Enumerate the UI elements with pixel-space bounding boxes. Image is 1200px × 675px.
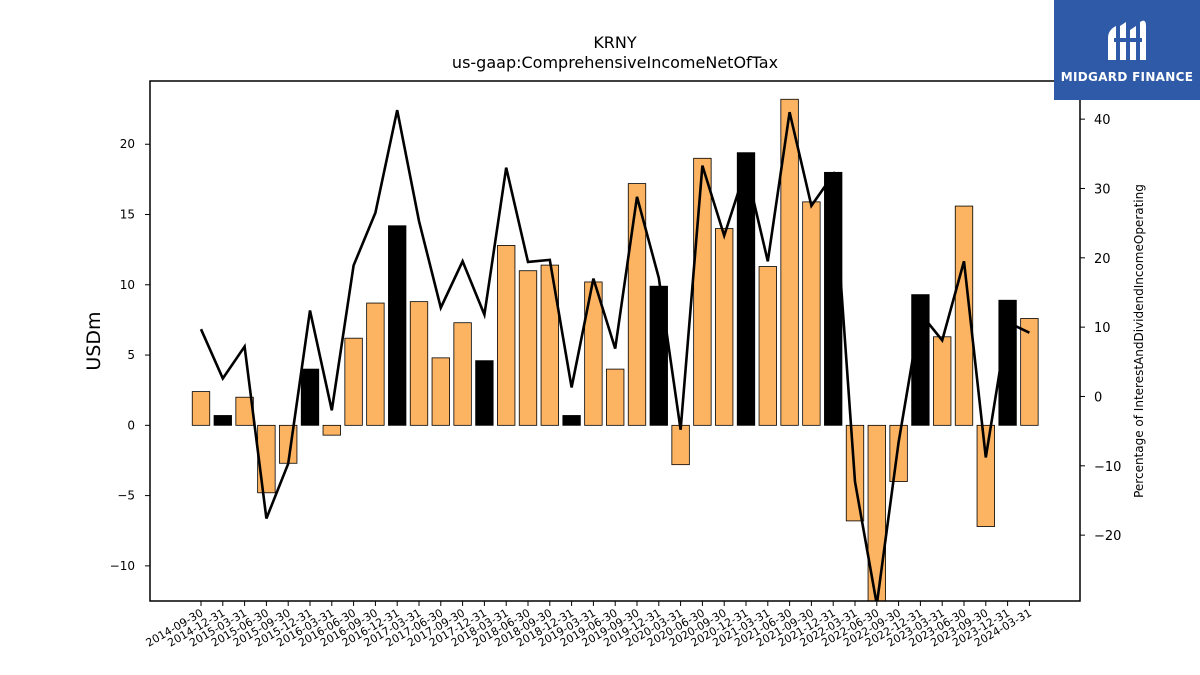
plot-frame	[149, 80, 1081, 602]
bar-2016-06-30	[344, 337, 363, 426]
bar-2023-12-31	[998, 299, 1017, 426]
bar-2022-09-30	[889, 424, 908, 482]
bar-2023-09-30	[976, 424, 995, 527]
y2-axis-label: Percentage of InterestAndDividendIncomeO…	[1132, 184, 1146, 498]
y-tick-label: −5	[117, 489, 135, 503]
bar-2015-06-30	[257, 424, 276, 494]
bar-2016-09-30	[366, 302, 385, 426]
bar-2021-03-31	[758, 266, 777, 426]
y2-tick-label: 30	[1094, 182, 1111, 197]
y2-tick-label: 20	[1094, 252, 1111, 267]
bar-2016-03-31	[322, 424, 341, 436]
right-axis: −20 −10 0 10 20 30 40	[1080, 113, 1121, 544]
bar-2018-06-30	[518, 270, 538, 426]
bar-2017-12-31	[475, 360, 494, 426]
y-tick-label: 5	[127, 348, 135, 362]
bar-2015-12-31	[300, 368, 320, 426]
bar-2020-09-30	[715, 228, 734, 426]
bar-2016-12-31	[388, 225, 407, 426]
bar-2019-06-30	[606, 368, 625, 426]
midgard-logo-icon	[1108, 20, 1146, 61]
bar-2017-09-30	[453, 322, 472, 426]
bar-2017-03-31	[409, 301, 429, 426]
bar-2017-06-30	[431, 357, 450, 426]
series-line	[199, 109, 1030, 601]
y2-tick-label: −10	[1094, 460, 1121, 475]
bar-2021-06-30	[780, 98, 799, 426]
line-group	[199, 109, 1030, 601]
y-tick-label: 15	[120, 208, 135, 222]
chart-title: KRNY	[593, 33, 637, 52]
y2-tick-label: 40	[1094, 113, 1111, 128]
bar-2019-09-30	[627, 183, 647, 426]
bar-2020-12-31	[736, 152, 756, 426]
bar-2018-03-31	[497, 245, 516, 426]
brand-logo: MIDGARD FINANCE	[1054, 0, 1200, 100]
brand-name: MIDGARD FINANCE	[1060, 70, 1194, 84]
bar-2023-03-31	[933, 336, 952, 426]
y2-tick-label: 10	[1094, 321, 1111, 336]
left-axis: −10 −5 0 5 10 15 20	[110, 137, 150, 573]
bar-2023-06-30	[954, 205, 974, 426]
bars-group	[191, 98, 1039, 602]
bar-2018-12-31	[562, 415, 581, 426]
bar-2021-09-30	[802, 201, 821, 426]
y2-tick-label: 0	[1094, 390, 1102, 405]
bar-2014-09-30	[191, 391, 211, 426]
y-tick-label: 10	[120, 278, 135, 292]
y-axis-label: USDm	[83, 311, 105, 370]
y-tick-label: 20	[120, 137, 135, 151]
y-tick-label: −10	[110, 559, 135, 573]
bar-2020-06-30	[693, 157, 712, 426]
bar-2021-12-31	[824, 171, 843, 426]
y-tick-label: 0	[127, 418, 135, 432]
bar-2019-12-31	[649, 285, 668, 426]
bar-2020-03-31	[671, 424, 690, 466]
chart-subtitle: us-gaap:ComprehensiveIncomeNetOfTax	[452, 53, 778, 72]
x-axis: 2014-09-302014-12-312015-03-312015-06-30…	[144, 601, 1034, 650]
y2-tick-label: −20	[1094, 529, 1121, 544]
bar-2014-12-31	[213, 415, 232, 426]
bar-2024-03-31	[1020, 318, 1039, 426]
